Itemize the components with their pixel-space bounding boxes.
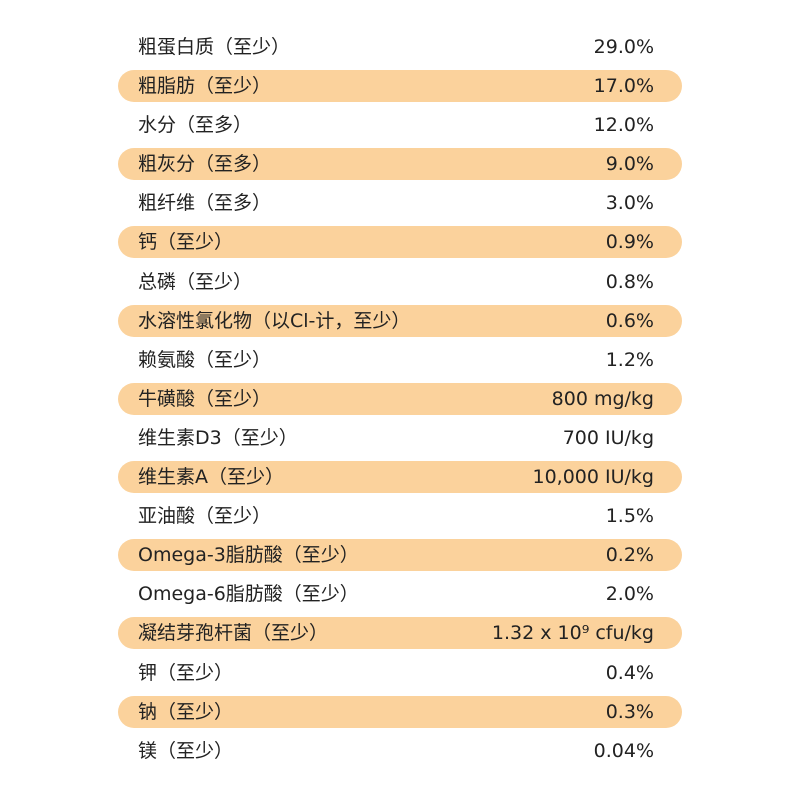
nutrient-name: Omega-3脂肪酸（至少） xyxy=(138,544,359,567)
nutrient-name: 镁（至少） xyxy=(138,739,234,762)
table-row: 总磷（至少） 0.8% xyxy=(118,266,682,298)
nutrient-value: 0.4% xyxy=(605,661,654,684)
nutrient-name: 牛磺酸（至少） xyxy=(138,387,272,410)
table-row: 钙（至少） 0.9% xyxy=(118,226,682,259)
nutrient-value: 3.0% xyxy=(605,192,654,215)
table-row: 粗纤维（至多） 3.0% xyxy=(118,187,682,219)
nutrient-name: 粗纤维（至多） xyxy=(138,192,272,215)
nutrient-name: 粗蛋白质（至少） xyxy=(138,36,291,58)
nutrient-name: 维生素A（至少） xyxy=(138,466,284,489)
nutrient-value: 1.5% xyxy=(605,505,654,528)
nutrient-value: 9.0% xyxy=(605,153,654,176)
nutrient-name: 钠（至少） xyxy=(138,700,234,723)
nutrient-value: 0.04% xyxy=(593,739,654,762)
table-row: 维生素D3（至少） 700 IU/kg xyxy=(118,422,682,454)
table-row: 赖氨酸（至少） 1.2% xyxy=(118,344,682,376)
nutrient-name: 维生素D3（至少） xyxy=(138,426,298,449)
table-row: 凝结芽孢杆菌（至少） 1.32 x 10⁹ cfu/kg xyxy=(118,617,682,650)
table-row: 牛磺酸（至少） 800 mg/kg xyxy=(118,382,682,415)
nutrient-value: 700 IU/kg xyxy=(562,426,654,449)
table-row: Omega-6脂肪酸（至少） 2.0% xyxy=(118,578,682,610)
nutrient-value: 0.9% xyxy=(605,231,654,254)
nutrition-table: 粗蛋白质（至少） 29.0% 粗脂肪（至少） 17.0% 水分（至多） 12.0% 粗灰分（… xyxy=(118,31,682,774)
nutrient-value: 800 mg/kg xyxy=(551,387,654,410)
nutrient-value: 0.8% xyxy=(605,270,654,293)
nutrient-value: 1.2% xyxy=(605,348,654,371)
table-row: Omega-3脂肪酸（至少） 0.2% xyxy=(118,539,682,572)
table-row: 维生素A（至少） 10,000 IU/kg xyxy=(118,461,682,494)
nutrient-name: 水分（至多） xyxy=(138,114,253,137)
nutrient-value: 0.2% xyxy=(605,544,654,567)
nutrient-value: 0.3% xyxy=(605,700,654,723)
nutrient-name: 总磷（至少） xyxy=(138,270,253,293)
nutrient-name: 钾（至少） xyxy=(138,661,234,684)
table-row: 亚油酸（至少） 1.5% xyxy=(118,500,682,532)
nutrient-value: 17.0% xyxy=(593,75,654,98)
nutrient-name: 粗脂肪（至少） xyxy=(138,75,272,98)
table-row: 粗脂肪（至少） 17.0% xyxy=(118,70,682,103)
nutrient-name: Omega-6脂肪酸（至少） xyxy=(138,583,359,606)
table-row: 钠（至少） 0.3% xyxy=(118,695,682,728)
table-row: 水分（至多） 12.0% xyxy=(118,109,682,141)
nutrient-value: 29.0% xyxy=(593,36,654,58)
nutrient-name: 赖氨酸（至少） xyxy=(138,348,272,371)
nutrient-name: 粗灰分（至多） xyxy=(138,153,272,176)
nutrient-value: 0.6% xyxy=(605,309,654,332)
nutrient-name: 亚油酸（至少） xyxy=(138,505,272,528)
nutrient-name: 钙（至少） xyxy=(138,231,234,254)
table-row: 粗蛋白质（至少） 29.0% xyxy=(118,31,682,63)
nutrient-value: 12.0% xyxy=(593,114,654,137)
nutrient-value: 2.0% xyxy=(605,583,654,606)
nutrient-value: 1.32 x 10⁹ cfu/kg xyxy=(491,622,654,645)
nutrient-value: 10,000 IU/kg xyxy=(532,466,655,489)
table-row: 钾（至少） 0.4% xyxy=(118,657,682,689)
nutrient-name: 水溶性氯化物（以Cl-计，至少） xyxy=(138,309,411,332)
table-row: 镁（至少） 0.04% xyxy=(118,735,682,767)
table-row: 水溶性氯化物（以Cl-计，至少） 0.6% xyxy=(118,304,682,337)
nutrient-name: 凝结芽孢杆菌（至少） xyxy=(138,622,329,645)
table-row: 粗灰分（至多） 9.0% xyxy=(118,148,682,181)
